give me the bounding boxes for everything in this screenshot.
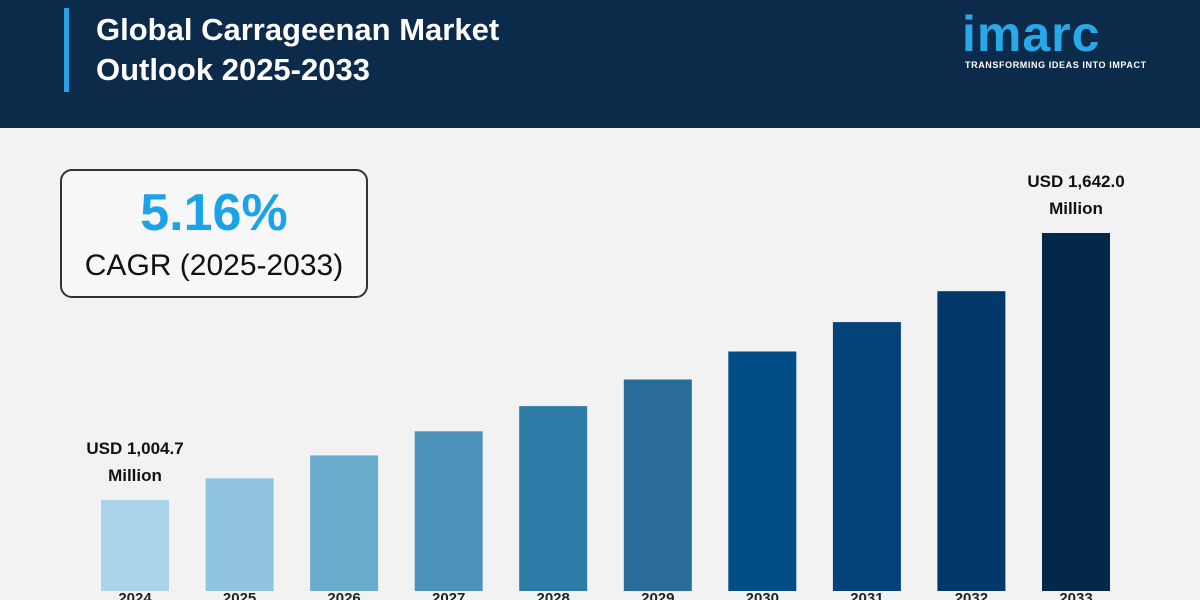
bar-2028 bbox=[519, 406, 588, 591]
bar-2025 bbox=[205, 478, 274, 591]
bar-2024 bbox=[101, 500, 169, 591]
annotation-2033-line1: USD 1,642.0 bbox=[1027, 172, 1124, 191]
logo-wordmark: imarc bbox=[962, 6, 1101, 62]
tick-label-2032: 2032 bbox=[955, 590, 988, 600]
cagr-value: 5.16% bbox=[140, 184, 288, 242]
page-title: Global Carrageenan Market Outlook 2025-2… bbox=[96, 10, 656, 90]
cagr-callout: 5.16% CAGR (2025-2033) bbox=[60, 169, 368, 298]
tick-label-2024: 2024 bbox=[118, 590, 152, 600]
title-line-1: Global Carrageenan Market bbox=[96, 12, 500, 47]
bar-annotations: USD 1,004.7 Million USD 1,642.0 Million bbox=[86, 172, 1124, 485]
bar-2026 bbox=[310, 455, 379, 591]
cagr-label: CAGR (2025-2033) bbox=[84, 249, 344, 282]
bar-2030 bbox=[728, 351, 797, 591]
logo-tagline: TRANSFORMING IDEAS INTO IMPACT bbox=[965, 60, 1147, 70]
tick-label-2033: 2033 bbox=[1059, 590, 1092, 600]
tick-label-2029: 2029 bbox=[641, 590, 674, 600]
title-line-2: Outlook 2025-2033 bbox=[96, 52, 370, 87]
tick-label-2025: 2025 bbox=[223, 590, 256, 600]
header-accent-bar bbox=[64, 8, 69, 92]
imarc-logo: imarc TRANSFORMING IDEAS INTO IMPACT bbox=[962, 6, 1176, 76]
annotation-2024-line2: Million bbox=[108, 466, 162, 485]
bar-2033 bbox=[1042, 233, 1110, 591]
bar-2032 bbox=[937, 291, 1006, 591]
bar-2029 bbox=[623, 379, 692, 591]
tick-label-2027: 2027 bbox=[432, 590, 465, 600]
tick-label-2030: 2030 bbox=[746, 590, 779, 600]
annotation-2024-line1: USD 1,004.7 bbox=[86, 439, 183, 458]
x-axis-tick-labels: 2024 2025 2026 2027 2028 2029 2030 2031 2032 2033 bbox=[118, 590, 1092, 600]
bar-2027 bbox=[414, 431, 483, 591]
tick-label-2031: 2031 bbox=[850, 590, 883, 600]
tick-label-2028: 2028 bbox=[537, 590, 570, 600]
bar-series bbox=[101, 233, 1110, 591]
market-bar-chart: 2024 2025 2026 2027 2028 2029 2030 2031 2032 2033… bbox=[86, 172, 1124, 600]
header-banner: Global Carrageenan Market Outlook 2025-2… bbox=[0, 0, 1200, 128]
bar-2031 bbox=[832, 322, 901, 591]
annotation-2033-line2: Million bbox=[1049, 199, 1103, 218]
tick-label-2026: 2026 bbox=[327, 590, 360, 600]
